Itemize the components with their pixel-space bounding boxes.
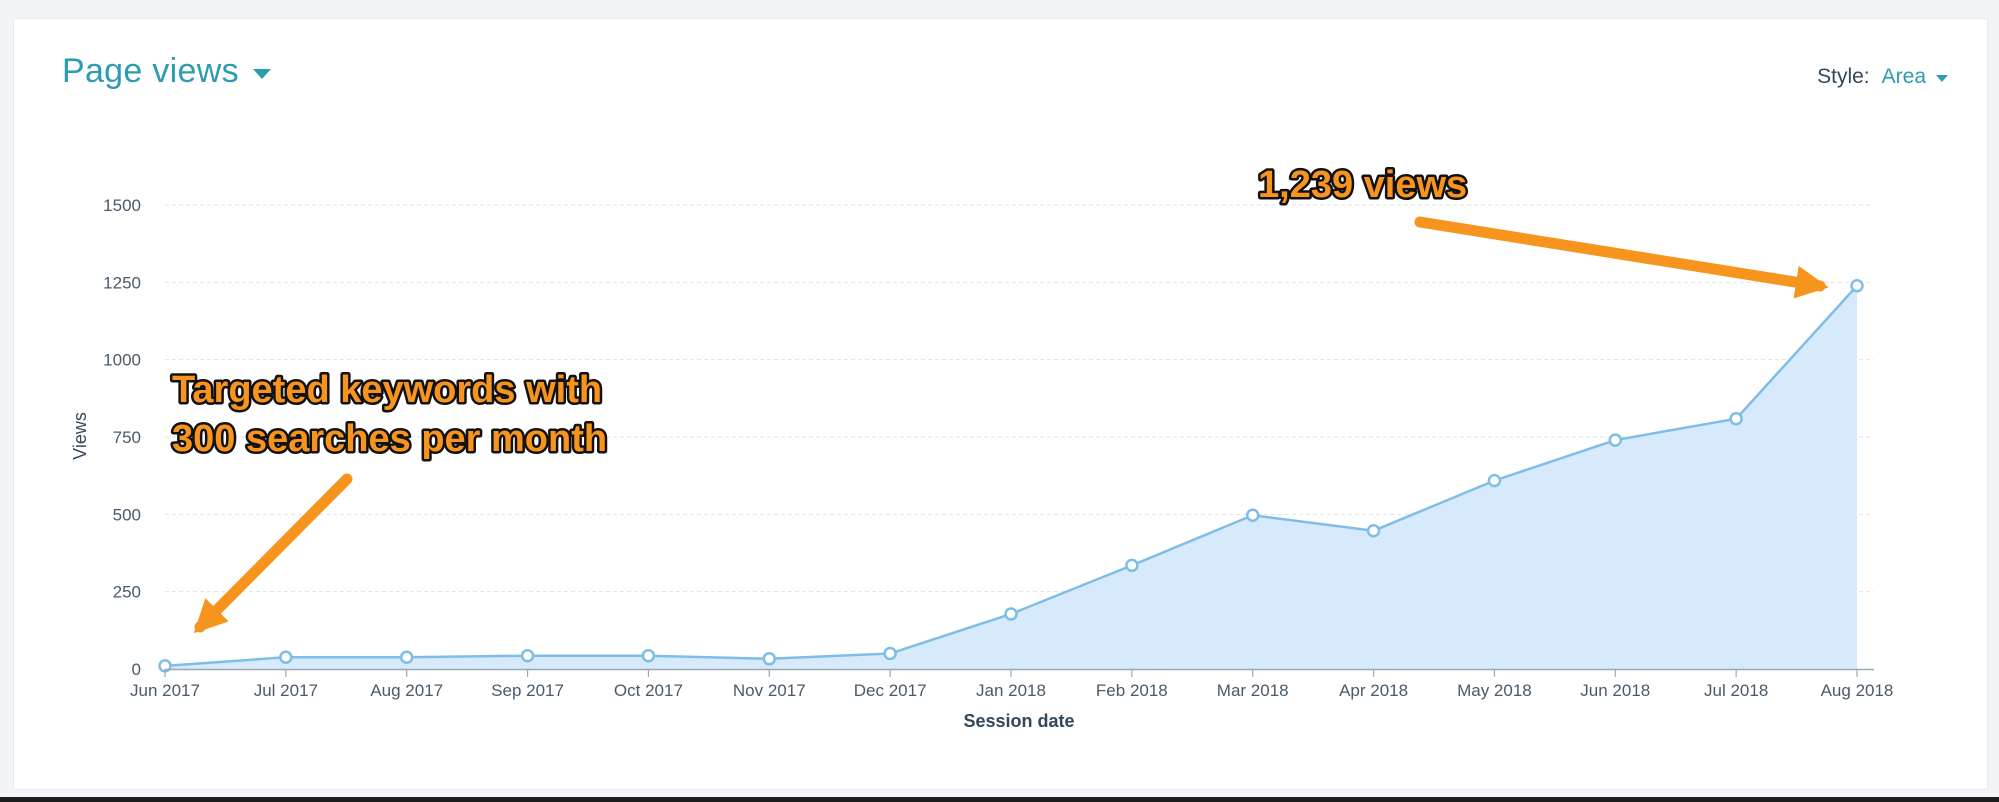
y-tick-label: 1250 — [103, 273, 141, 292]
y-tick-label: 1000 — [103, 351, 141, 370]
x-tick-label: Nov 2017 — [733, 681, 806, 700]
data-point[interactable] — [762, 652, 777, 666]
style-dropdown[interactable]: Area — [1882, 65, 1948, 89]
y-tick-label: 250 — [113, 583, 141, 602]
x-tick-label: Aug 2017 — [370, 681, 443, 700]
x-tick-label: Jun 2018 — [1580, 681, 1650, 700]
caret-down-icon — [252, 68, 271, 79]
x-tick-label: Jul 2017 — [254, 681, 318, 700]
x-tick-label: Jan 2018 — [976, 681, 1046, 700]
peak-annotation: 1,239 views — [1258, 164, 1467, 206]
y-tick-label: 500 — [113, 505, 141, 524]
x-tick-label: Aug 2018 — [1821, 681, 1894, 700]
data-point[interactable] — [1729, 411, 1743, 426]
x-tick-label: May 2018 — [1457, 681, 1532, 700]
window-bottom-edge — [0, 797, 1999, 802]
start-annotation-line-1: Targeted keywords with — [172, 369, 602, 411]
data-points — [158, 278, 1864, 673]
data-point[interactable] — [1487, 473, 1502, 488]
data-point[interactable] — [399, 650, 414, 664]
data-point[interactable] — [1850, 278, 1864, 293]
x-axis-title: Session date — [963, 711, 1074, 731]
y-tick-label: 1500 — [103, 196, 141, 215]
start-arrow — [193, 473, 353, 634]
axes: 0 250 500 750 1000 1250 1500 Jun 2017 Jul 2017 Au… — [103, 196, 1893, 700]
x-tick-label: Feb 2018 — [1096, 681, 1168, 700]
data-point[interactable] — [279, 650, 293, 664]
page-title: Page views — [62, 52, 239, 90]
style-value: Area — [1881, 65, 1926, 88]
x-tick-label: Oct 2017 — [614, 681, 683, 700]
style-label: Style: — [1817, 65, 1870, 88]
y-tick-label: 750 — [113, 428, 141, 447]
start-annotation-line-2: 300 searches per month — [172, 418, 607, 460]
x-tick-label: Jun 2017 — [130, 681, 200, 700]
x-tick-label: Jul 2018 — [1704, 681, 1768, 700]
caret-down-icon — [1936, 75, 1948, 82]
x-tick-label: Mar 2018 — [1217, 681, 1289, 700]
metric-selector[interactable]: Page views — [62, 52, 271, 91]
data-point[interactable] — [641, 648, 656, 663]
y-tick-label: 0 — [132, 660, 141, 679]
data-point[interactable] — [1608, 433, 1623, 447]
area-fill — [165, 285, 1857, 669]
data-point[interactable] — [1125, 558, 1139, 573]
x-tick-label: Sep 2017 — [491, 681, 564, 700]
data-point[interactable] — [1245, 508, 1260, 523]
data-point[interactable] — [1004, 607, 1018, 621]
x-tick-label: Dec 2017 — [854, 681, 927, 700]
data-point[interactable] — [1366, 523, 1381, 538]
peak-arrow — [1414, 216, 1829, 299]
data-point[interactable] — [520, 648, 535, 663]
y-axis-title: Views — [70, 412, 90, 460]
style-picker: Style: Area — [1817, 65, 1948, 89]
x-tick-label: Apr 2018 — [1339, 681, 1408, 700]
data-point[interactable] — [883, 646, 897, 661]
